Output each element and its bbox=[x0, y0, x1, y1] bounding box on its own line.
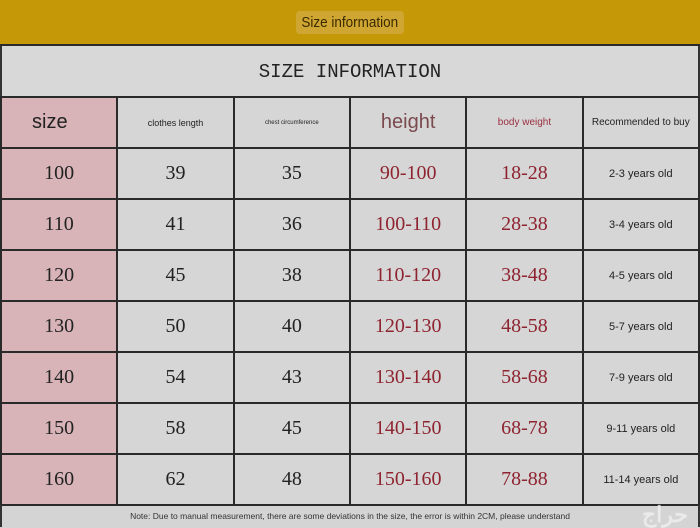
cell-recommended: 4-5 years old bbox=[581, 249, 700, 302]
cell-size: 140 bbox=[0, 351, 119, 404]
cell-chest: 38 bbox=[232, 249, 351, 302]
cell-size: 130 bbox=[0, 300, 119, 353]
cell-size: 100 bbox=[0, 147, 119, 200]
table-row: 110 41 36 100-110 28-38 3-4 years old bbox=[0, 198, 700, 251]
cell-recommended: 7-9 years old bbox=[581, 351, 700, 404]
banner: Size information bbox=[0, 0, 700, 46]
cell-chest: 36 bbox=[232, 198, 351, 251]
page-title: SIZE INFORMATION bbox=[0, 46, 700, 97]
header-body-weight: body weight bbox=[465, 96, 584, 149]
cell-recommended: 3-4 years old bbox=[581, 198, 700, 251]
header-chest: chest circumference bbox=[232, 96, 351, 149]
table-row: 120 45 38 110-120 38-48 4-5 years old bbox=[0, 249, 700, 302]
cell-body-weight: 18-28 bbox=[465, 147, 584, 200]
cell-height: 120-130 bbox=[348, 300, 468, 353]
size-table: size clothes length chest circumference … bbox=[0, 96, 700, 506]
cell-clothes-length: 41 bbox=[116, 198, 235, 251]
header-clothes-length: clothes length bbox=[116, 96, 235, 149]
cell-height: 150-160 bbox=[348, 453, 468, 506]
cell-clothes-length: 45 bbox=[116, 249, 235, 302]
cell-height: 130-140 bbox=[348, 351, 468, 404]
cell-chest: 35 bbox=[232, 147, 351, 200]
cell-chest: 40 bbox=[232, 300, 351, 353]
cell-clothes-length: 50 bbox=[116, 300, 235, 353]
cell-chest: 45 bbox=[232, 402, 351, 455]
cell-size: 120 bbox=[0, 249, 119, 302]
cell-chest: 43 bbox=[232, 351, 351, 404]
cell-body-weight: 28-38 bbox=[465, 198, 584, 251]
cell-height: 140-150 bbox=[348, 402, 468, 455]
table-row: 130 50 40 120-130 48-58 5-7 years old bbox=[0, 300, 700, 353]
note: Note: Due to manual measurement, there a… bbox=[0, 505, 700, 527]
header-size: size bbox=[0, 96, 119, 149]
cell-height: 90-100 bbox=[348, 147, 468, 200]
cell-body-weight: 68-78 bbox=[465, 402, 584, 455]
cell-clothes-length: 39 bbox=[116, 147, 235, 200]
header-recommended: Recommended to buy bbox=[581, 96, 700, 149]
table-row: 140 54 43 130-140 58-68 7-9 years old bbox=[0, 351, 700, 404]
cell-clothes-length: 58 bbox=[116, 402, 235, 455]
cell-body-weight: 48-58 bbox=[465, 300, 584, 353]
table-header-row: size clothes length chest circumference … bbox=[0, 96, 700, 149]
cell-body-weight: 78-88 bbox=[465, 453, 584, 506]
cell-height: 100-110 bbox=[348, 198, 468, 251]
cell-chest: 48 bbox=[232, 453, 351, 506]
banner-title: Size information bbox=[296, 10, 404, 34]
cell-recommended: 9-11 years old bbox=[581, 402, 700, 455]
cell-body-weight: 58-68 bbox=[465, 351, 584, 404]
cell-recommended: 5-7 years old bbox=[581, 300, 700, 353]
table-row: 150 58 45 140-150 68-78 9-11 years old bbox=[0, 402, 700, 455]
cell-recommended: 11-14 years old bbox=[581, 453, 700, 506]
cell-size: 150 bbox=[0, 402, 119, 455]
cell-recommended: 2-3 years old bbox=[581, 147, 700, 200]
cell-body-weight: 38-48 bbox=[465, 249, 584, 302]
header-height: height bbox=[348, 96, 468, 149]
cell-height: 110-120 bbox=[348, 249, 468, 302]
table-row: 160 62 48 150-160 78-88 11-14 years old bbox=[0, 453, 700, 506]
watermark-logo: حراج bbox=[641, 502, 688, 527]
cell-size: 160 bbox=[0, 453, 119, 506]
cell-size: 110 bbox=[0, 198, 119, 251]
cell-clothes-length: 54 bbox=[116, 351, 235, 404]
table-row: 100 39 35 90-100 18-28 2-3 years old bbox=[0, 147, 700, 200]
cell-clothes-length: 62 bbox=[116, 453, 235, 506]
